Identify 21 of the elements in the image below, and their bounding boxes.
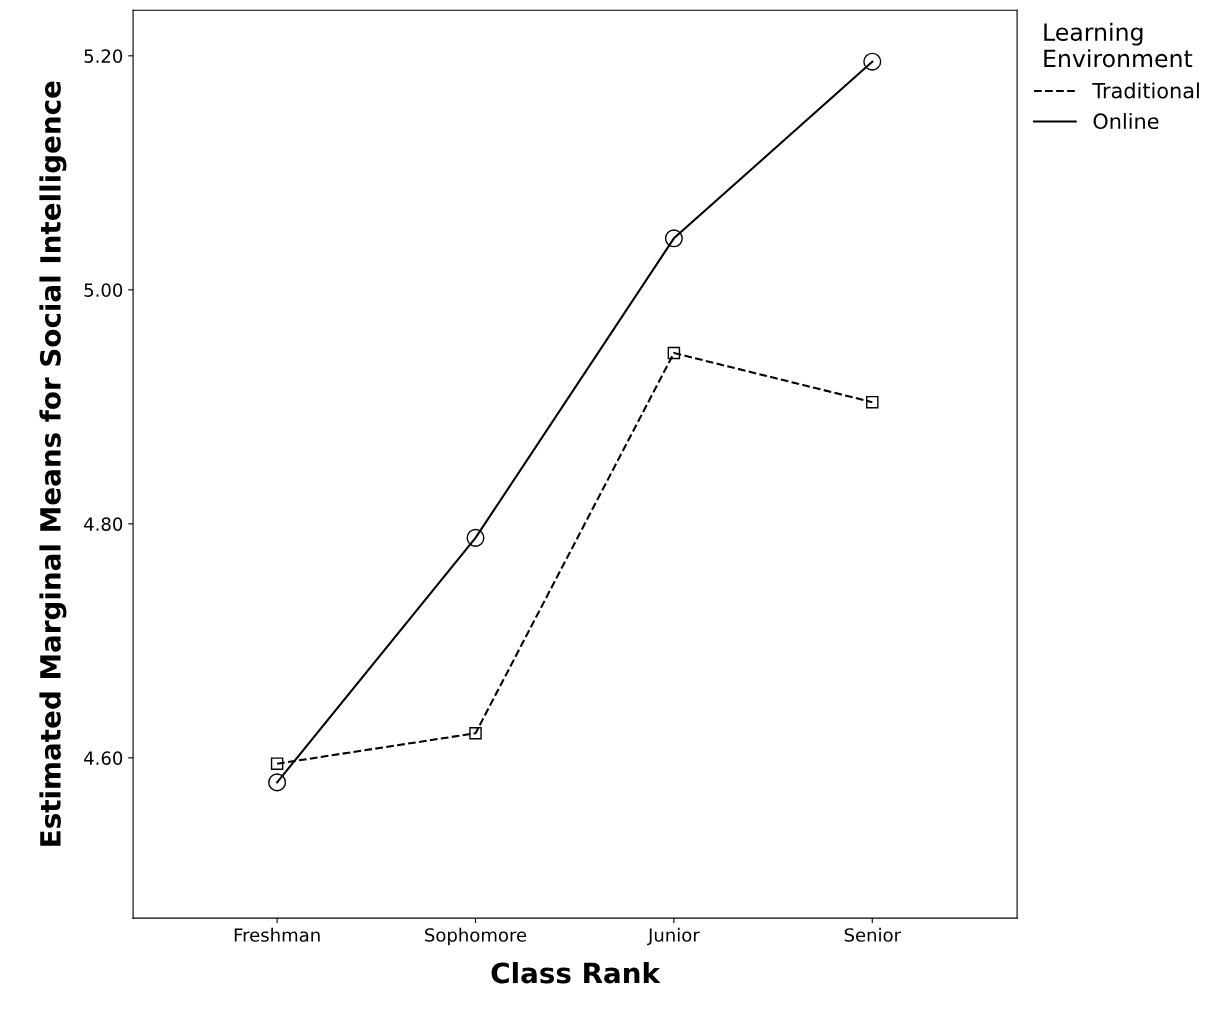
x-axis-title: Class Rank <box>491 961 661 984</box>
y-axis-title: Estimated Marginal Means for Social Intelligence <box>39 81 67 846</box>
y-tick-label: 5.00 <box>84 283 123 297</box>
point <box>866 395 879 409</box>
x-tick-label: Sophomore <box>425 927 527 946</box>
y-tick-label: 4.80 <box>84 517 123 531</box>
legend-label: Traditional <box>1092 82 1199 99</box>
point <box>863 52 882 71</box>
point <box>667 346 681 360</box>
point <box>469 727 482 740</box>
x-tick-label: Junior <box>647 927 700 946</box>
x-tick-label: Freshman <box>234 927 320 942</box>
legend-title: Learning Environment <box>1044 22 1193 68</box>
legend-label: Online <box>1093 112 1159 130</box>
x-tick-label: Senior <box>844 927 902 942</box>
point <box>664 229 683 248</box>
y-tick-label: 4.60 <box>84 751 123 765</box>
point <box>268 773 287 792</box>
point <box>466 528 485 547</box>
point <box>270 757 284 770</box>
y-tick-label: 5.20 <box>84 49 123 63</box>
